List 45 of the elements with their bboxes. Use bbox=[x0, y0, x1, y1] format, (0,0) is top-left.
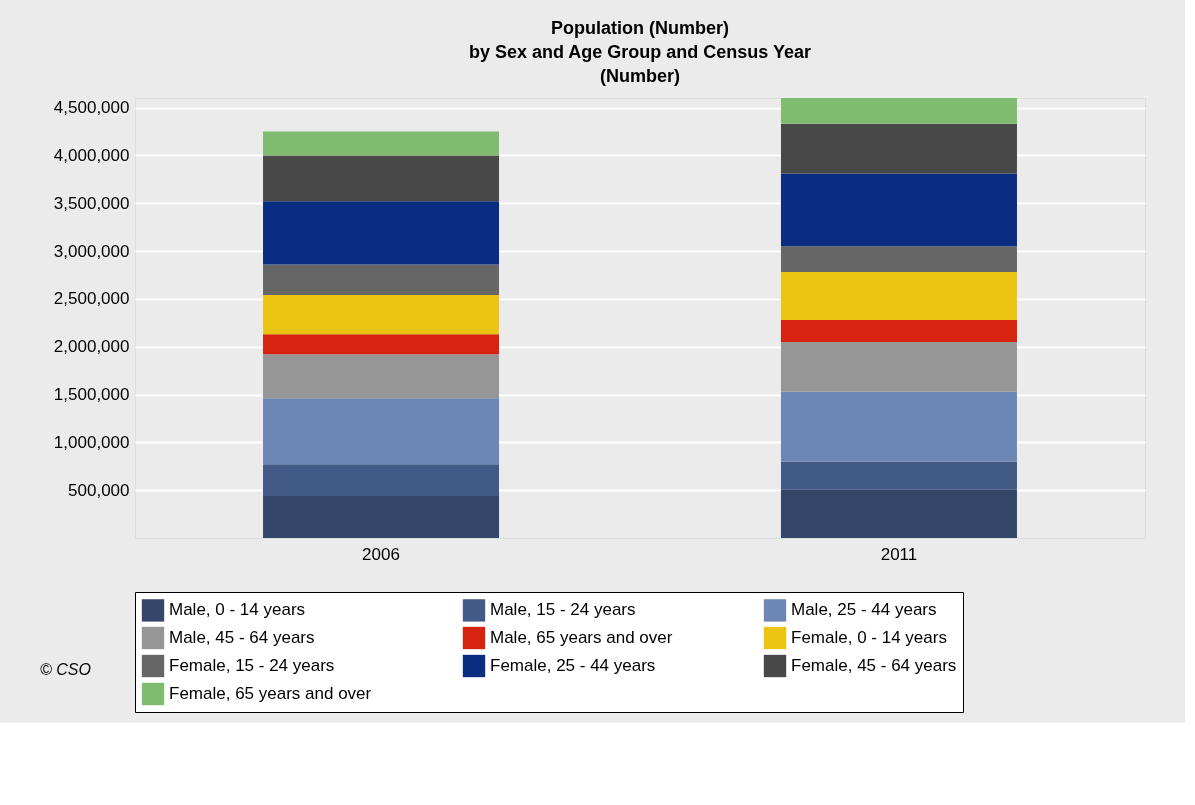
bar bbox=[780, 98, 1017, 124]
bar bbox=[263, 295, 500, 335]
bar bbox=[780, 489, 1017, 538]
text: (Number) bbox=[600, 66, 680, 86]
bar bbox=[780, 341, 1017, 392]
bar bbox=[263, 201, 500, 265]
bar bbox=[263, 495, 500, 538]
x-tick-label: 2011 bbox=[880, 544, 918, 564]
bar bbox=[780, 319, 1017, 342]
x-tick-label: 2006 bbox=[362, 544, 400, 564]
bar bbox=[263, 398, 500, 465]
y-tick-label: 1,500,000 bbox=[53, 385, 130, 405]
bar bbox=[780, 123, 1017, 174]
bar bbox=[780, 246, 1017, 273]
bar bbox=[263, 334, 500, 355]
y-tick-label: 4,000,000 bbox=[53, 145, 130, 165]
text: by Sex and Age Group and Census Year bbox=[468, 42, 812, 62]
y-tick-label: 500,000 bbox=[68, 480, 130, 500]
bar bbox=[263, 264, 500, 296]
legend-label: Female, 65 years and over bbox=[169, 684, 372, 703]
legend-label: Male, 25 - 44 years bbox=[791, 600, 937, 620]
bar bbox=[263, 464, 500, 496]
y-tick-label: 1,000,000 bbox=[53, 432, 130, 452]
legend-label: Male, 65 years and over bbox=[490, 628, 673, 647]
text: © CSO bbox=[40, 661, 91, 678]
bar bbox=[780, 391, 1017, 462]
bar bbox=[263, 131, 500, 156]
y-tick-label: 2,000,000 bbox=[53, 337, 130, 357]
bar bbox=[263, 155, 500, 202]
text: Population (Number) bbox=[551, 18, 729, 38]
legend-label: Female, 25 - 44 years bbox=[490, 656, 656, 675]
y-tick-label: 3,500,000 bbox=[53, 193, 130, 213]
bar bbox=[780, 272, 1017, 320]
legend-label: Male, 0 - 14 years bbox=[169, 600, 306, 620]
bar bbox=[263, 354, 500, 399]
legend-label: Female, 15 - 24 years bbox=[169, 656, 335, 675]
legend-label: Female, 45 - 64 years bbox=[791, 656, 957, 675]
y-tick-label: 2,500,000 bbox=[53, 289, 130, 309]
legend-label: Female, 0 - 14 years bbox=[791, 628, 947, 647]
y-tick-label: 4,500,000 bbox=[53, 98, 130, 118]
y-tick-label: 3,000,000 bbox=[53, 241, 130, 261]
bar bbox=[780, 173, 1017, 247]
legend-label: Male, 45 - 64 years bbox=[169, 628, 315, 647]
bar bbox=[780, 461, 1017, 490]
legend-label: Male, 15 - 24 years bbox=[490, 600, 636, 620]
